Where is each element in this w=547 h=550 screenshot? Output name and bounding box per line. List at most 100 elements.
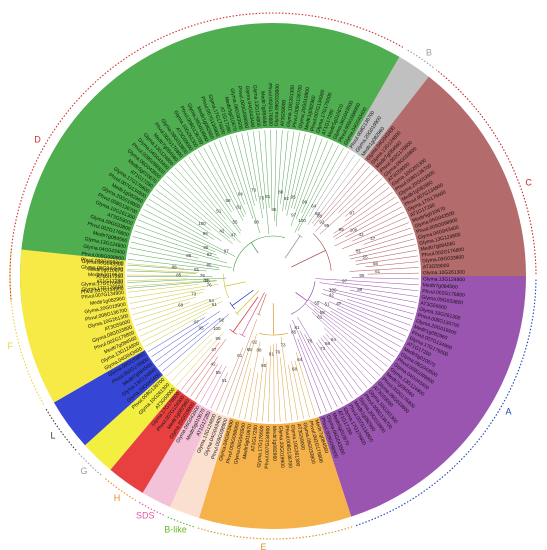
branch-leaf [250,372,259,421]
tree-core [125,128,421,424]
branch-leaf [305,303,384,372]
bootstrap-value: 76 [207,282,213,287]
branch-leaf [127,270,197,274]
branch-leaf [363,227,411,245]
branch-arc-g [234,311,240,316]
branch-leaf [176,331,225,386]
branch-stem-b-like [258,293,267,315]
leaf-label: AT3G59000 [295,423,305,450]
branch-leaf [183,160,241,234]
branch-leaf [148,198,215,240]
bootstrap-value: 47 [370,236,376,241]
clade-arc-d [9,12,404,302]
branch-leaf [311,158,361,224]
bootstrap-value: 51 [356,249,362,254]
leaf-label: Phvul.002G176800 [421,247,464,259]
bootstrap-value: 88 [186,253,192,258]
branch-leaf [127,284,199,293]
leaf-label: Phvul.002G176800 [422,289,465,299]
branch-leaf [280,357,287,422]
branch-leaf [315,170,374,232]
branch-leaf [349,267,419,272]
branch-leaf [344,182,386,217]
branch-leaf [350,244,416,260]
bootstrap-value: 47 [336,301,342,306]
branch-leaf [151,311,220,357]
branch-leaf [221,319,258,413]
branch-leaf [291,134,312,209]
bootstrap-value: 100 [329,287,337,292]
branch-leaf [346,299,413,320]
bootstrap-value: 61 [237,353,243,358]
branch-leaf [355,255,418,265]
branch-leaf [162,314,229,372]
bootstrap-value: 85 [271,207,277,212]
clade-arc-l [45,408,77,451]
clade-sector-f [19,249,145,403]
leaf-label: Glyma.09G033800 [274,84,281,126]
clade-sector-d [19,22,400,303]
branch-leaf [127,258,220,271]
leaf-label: Phvul.009G098900 [81,257,124,267]
branch-leaf [224,138,254,219]
branch-leaf [297,148,344,231]
leaf-label: Glyma.10G261300 [286,85,296,128]
clade-arc-a [355,277,537,527]
bootstrap-value: 73 [191,291,197,296]
clade-label-h: H [114,493,121,503]
bootstrap-value: 81 [265,194,271,199]
branch-leaf [280,336,293,421]
branch-leaf [322,289,415,315]
branch-leaf [334,282,419,291]
branch-leaf [324,327,376,380]
branch-leaf [235,134,255,207]
bootstrap-value: 76 [259,195,265,200]
branch-leaf [179,163,227,220]
clade-sector-e [199,416,352,530]
branch-leaf [227,341,252,415]
branch-leaf [330,310,398,353]
clade-sector-l [53,350,164,446]
branch-leaf [282,131,295,212]
bootstrap-value: 88 [317,214,323,219]
branch-leaf [208,144,245,218]
clade-label-sds: SDS [136,511,155,521]
branch-arc-h [229,329,237,335]
branch-stem-h [232,296,259,333]
leaf-label: Medtr7g084560 [259,91,267,127]
branch-leaf [329,301,407,337]
leaf-label: AT3G59000 [420,301,447,312]
branch-leaf [337,308,404,342]
branch-leaf [289,324,322,414]
branch-leaf [325,333,372,384]
clade-label-d: D [34,134,41,144]
branch-leaf [304,333,343,405]
clade-label-l: L [50,430,55,440]
clade-sector-a [318,276,526,517]
branch-leaf [181,342,220,390]
bootstrap-value: 81 [269,352,275,357]
bootstrap-value: 47 [211,347,217,352]
clade-arc-c [436,69,537,275]
leaf-label: Phvul.007G134900 [264,426,271,469]
bootstrap-value: 64 [238,191,244,196]
clade-arc-h [105,478,137,501]
leaf-label: Medtr5g010670 [88,267,123,274]
branch-arc-b-like [256,313,261,316]
bootstrap-value: 55 [232,219,238,224]
clade-arc-b-like [167,516,195,528]
branch-leaf [127,264,207,272]
bootstrap-value: 92 [284,196,290,201]
bootstrap-value: 73 [281,342,287,347]
tree-center [125,128,421,424]
branch-leaf [158,317,221,367]
bootstrap-value: 88 [172,265,178,270]
branch-leaf [345,206,402,238]
bootstrap-value: 55 [216,370,222,375]
branch-leaf [316,342,353,399]
branch-leaf [216,347,244,411]
bootstrap-value: 51 [325,301,331,306]
leaf-label: AT3G59000 [423,263,450,271]
bootstrap-value: 42 [329,292,335,297]
branch-leaf [295,140,328,220]
